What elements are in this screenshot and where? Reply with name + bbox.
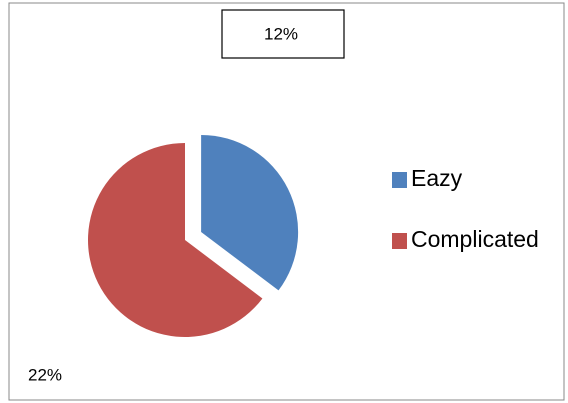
legend-swatch xyxy=(392,172,407,188)
legend-swatch xyxy=(392,233,407,249)
pie-slice xyxy=(201,134,299,291)
pie-slice xyxy=(87,143,263,338)
data-label: 22% xyxy=(28,365,62,384)
label-box xyxy=(221,9,345,59)
legend-label: Eazy xyxy=(411,165,463,191)
legend-label: Complicated xyxy=(411,226,539,252)
data-label: 12% xyxy=(264,24,298,43)
